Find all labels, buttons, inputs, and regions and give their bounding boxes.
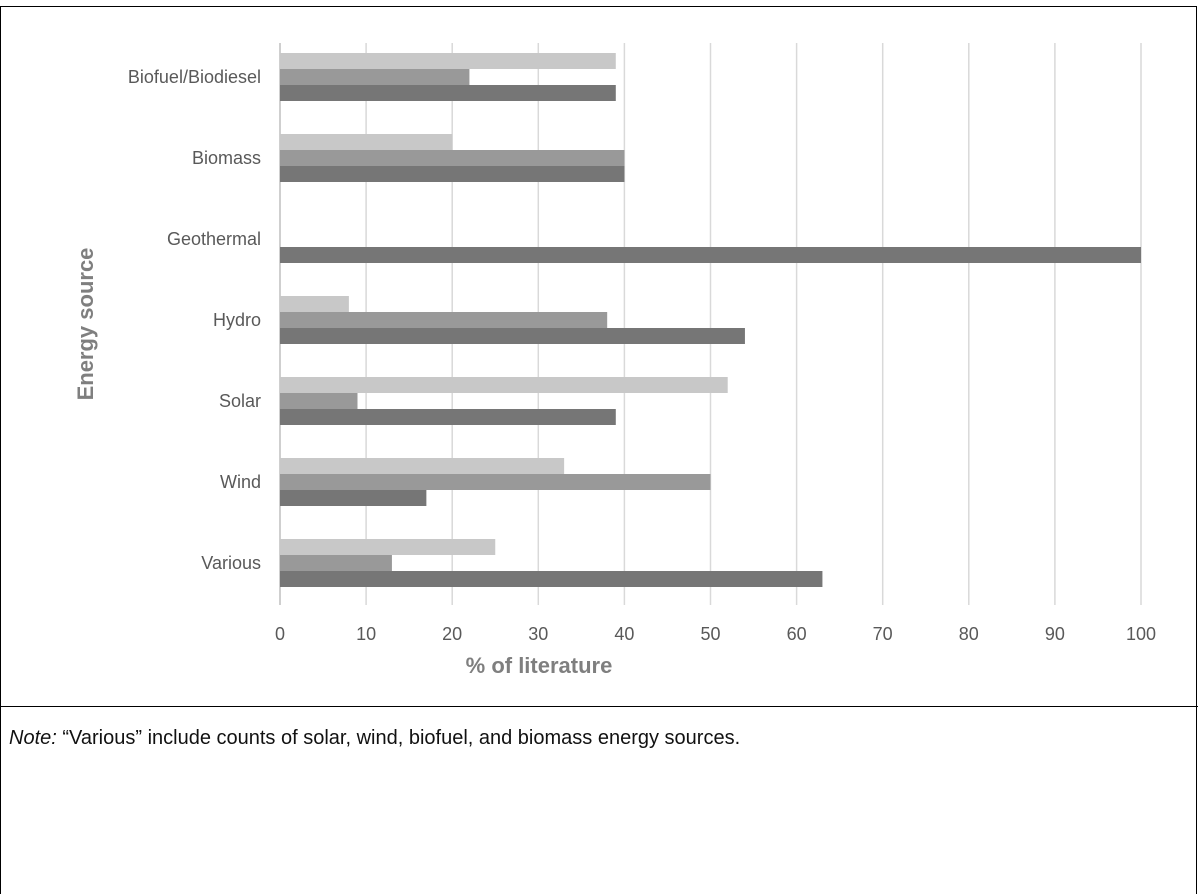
x-tick-label: 40 [614, 624, 634, 644]
y-axis-title: Energy source [73, 248, 98, 401]
x-tick-label: 80 [959, 624, 979, 644]
bar-both [280, 490, 427, 506]
bar-negative [280, 150, 625, 166]
bar-both [280, 247, 1141, 263]
category-label: Solar [219, 391, 261, 411]
category-label: Biofuel/Biodiesel [128, 67, 261, 87]
note-text: “Various” include counts of solar, wind,… [56, 727, 741, 749]
x-tick-label: 100 [1126, 624, 1156, 644]
x-tick-label: 0 [275, 624, 285, 644]
x-tick-label: 30 [528, 624, 548, 644]
bar-both [280, 328, 745, 344]
x-tick-label: 90 [1045, 624, 1065, 644]
bar-both [280, 166, 625, 182]
note-prefix: Note: [9, 727, 57, 749]
category-label: Hydro [213, 310, 261, 330]
bar-chart: Biofuel/Biodiesel Biomass Geothermal Hydro S… [73, 43, 1156, 678]
bars [280, 53, 1141, 587]
bar-positive [280, 377, 728, 393]
x-tick-label: 20 [442, 624, 462, 644]
bar-positive [280, 53, 616, 69]
bar-negative [280, 69, 470, 85]
x-tick-label: 10 [356, 624, 376, 644]
bar-positive [280, 134, 453, 150]
x-tick-label: 70 [873, 624, 893, 644]
bar-both [280, 409, 616, 425]
bar-negative [280, 312, 608, 328]
bar-both [280, 571, 823, 587]
bar-negative [280, 393, 358, 409]
category-label: Biomass [192, 148, 261, 168]
bar-negative [280, 474, 711, 490]
x-axis-title: % of literature [466, 653, 613, 678]
bar-both [280, 85, 616, 101]
x-tick-label: 50 [700, 624, 720, 644]
figure-frame [0, 6, 1197, 894]
x-tick-labels: 0 10 20 30 40 50 60 70 80 90 100 [275, 624, 1156, 644]
chart-note-divider [0, 706, 1198, 707]
category-label: Wind [220, 472, 261, 492]
x-tick-label: 60 [787, 624, 807, 644]
bar-positive [280, 296, 349, 312]
bar-positive [280, 458, 565, 474]
figure-note: Note: “Various” include counts of solar,… [9, 727, 740, 750]
bar-negative [280, 555, 392, 571]
category-label: Geothermal [167, 229, 261, 249]
category-label: Various [201, 553, 261, 573]
category-labels: Biofuel/Biodiesel Biomass Geothermal Hydro S… [128, 67, 261, 573]
bar-positive [280, 539, 496, 555]
